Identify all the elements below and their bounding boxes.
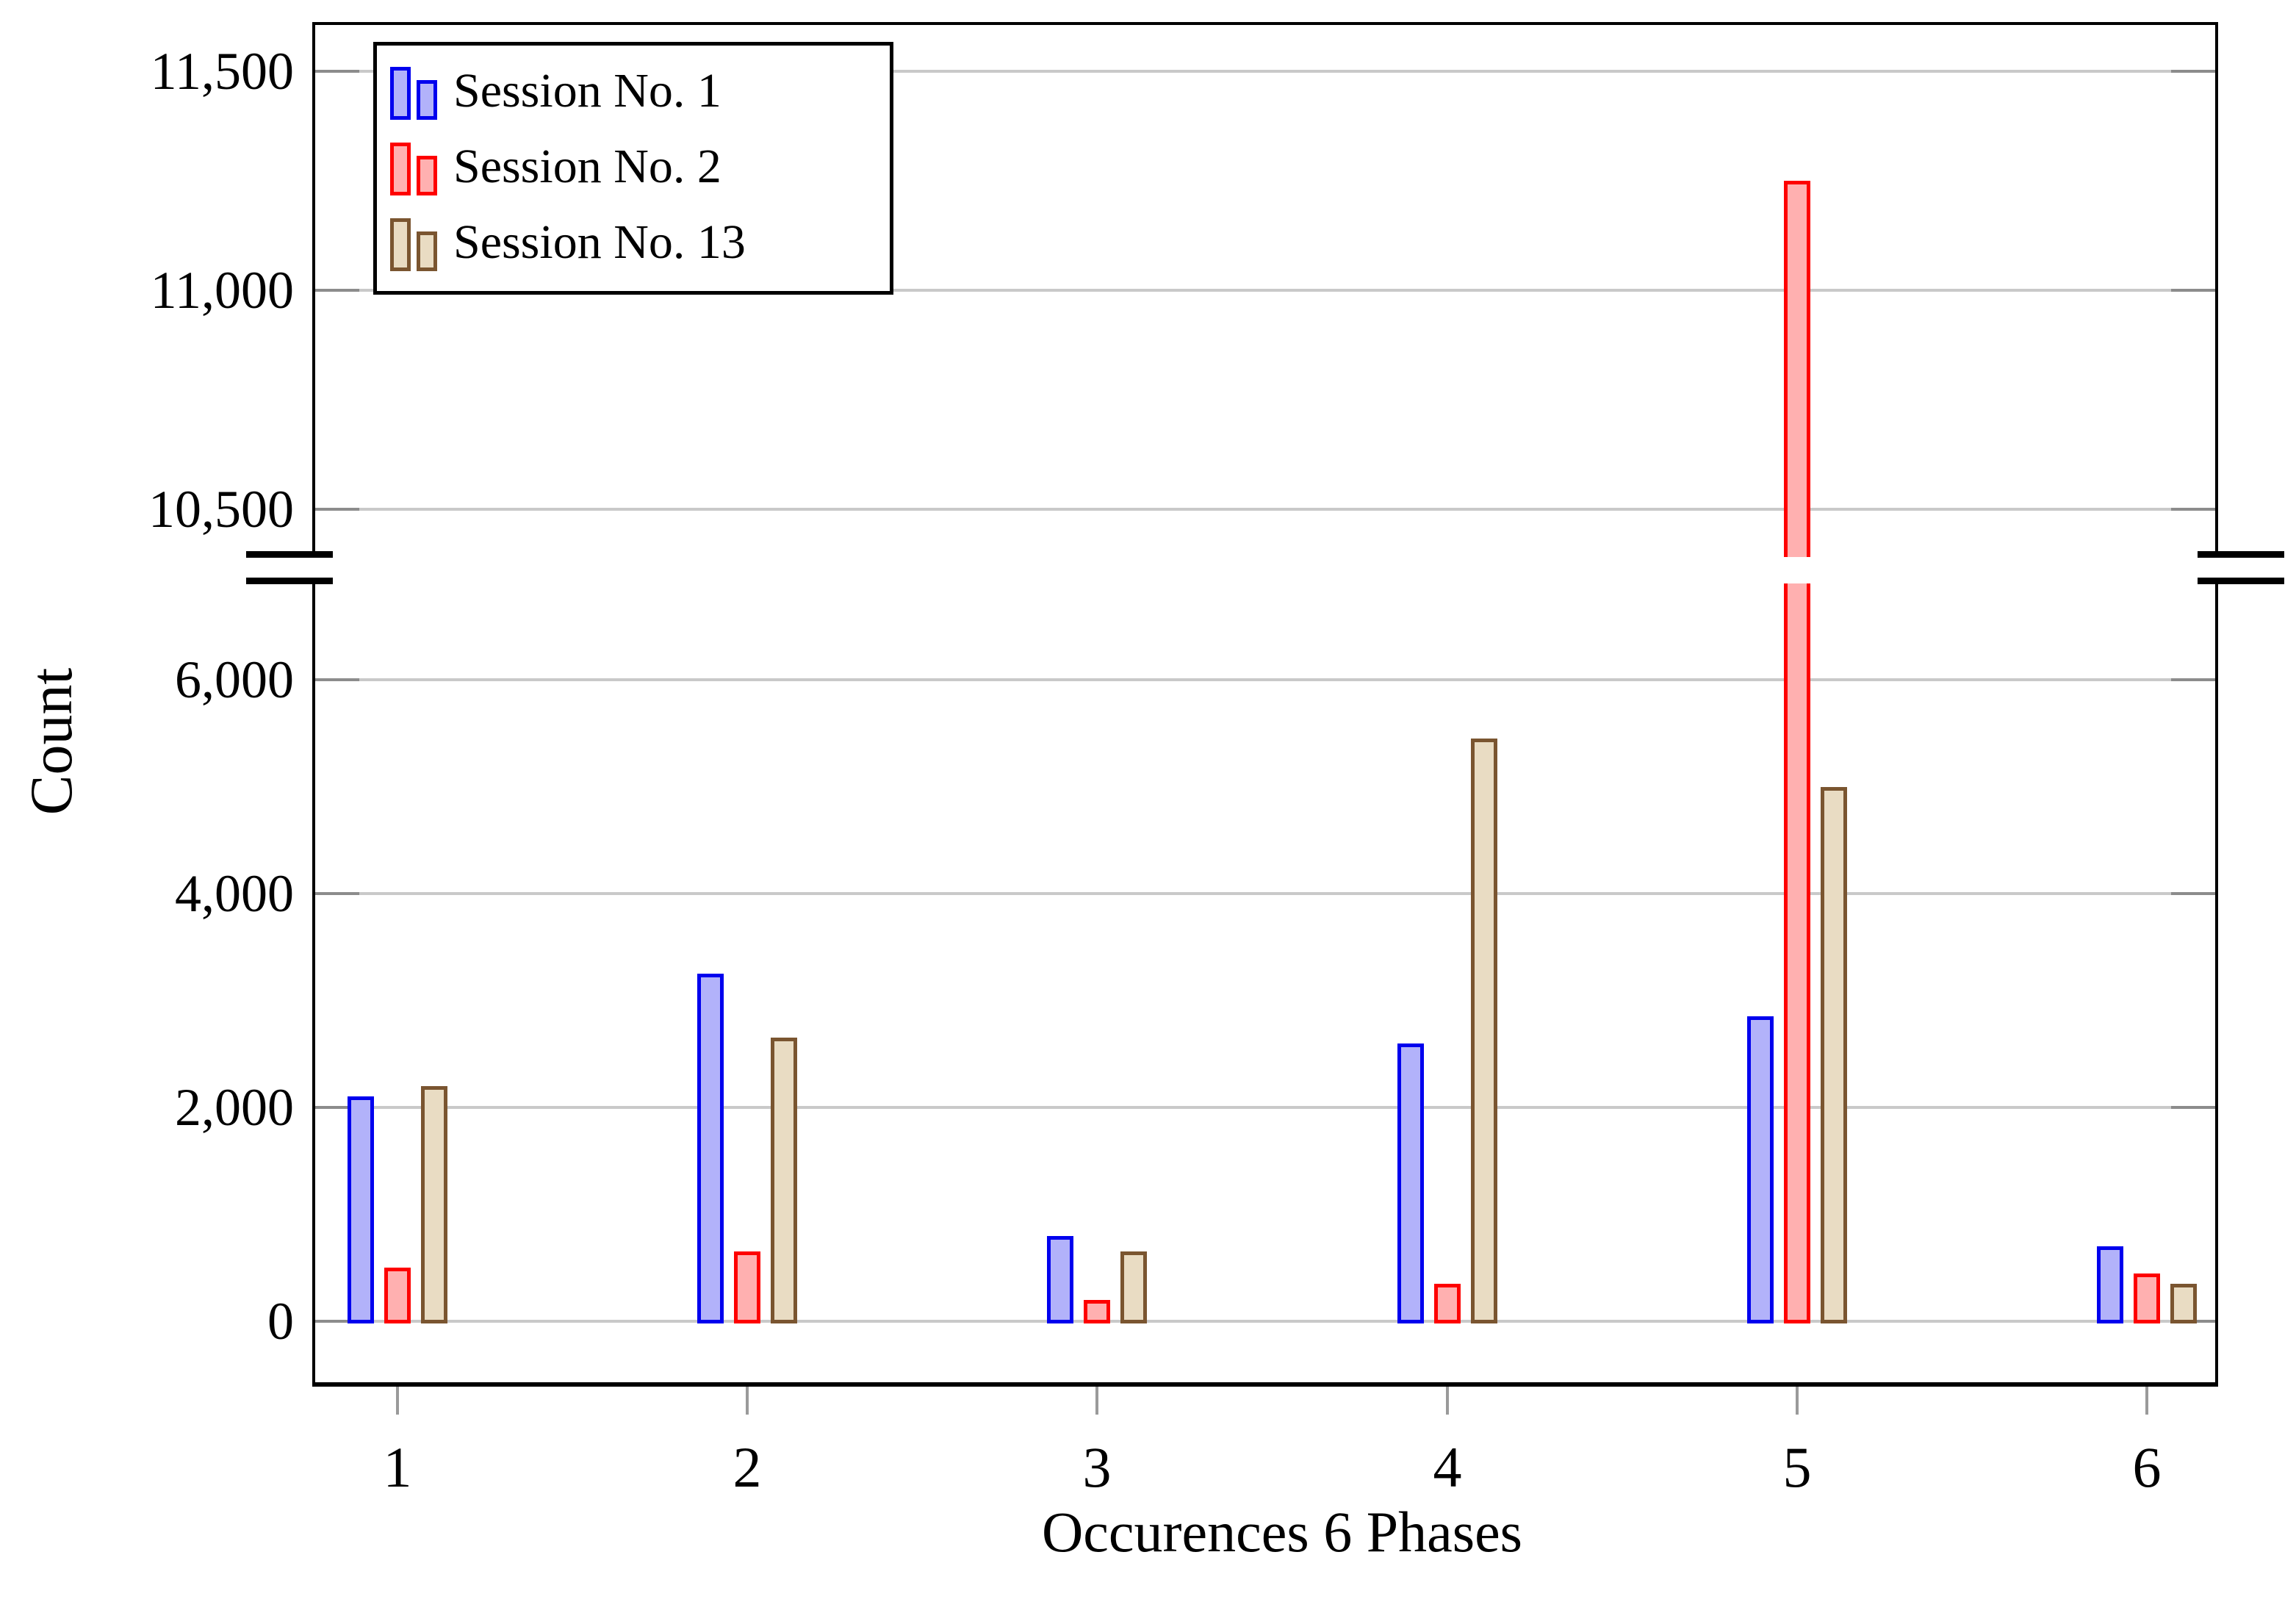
y-tick-label: 10,500 <box>148 480 294 539</box>
bar-session-no-13-cat-2 <box>771 1038 797 1323</box>
y-tick-stub-left <box>314 508 359 511</box>
x-tick-label: 2 <box>733 1435 762 1499</box>
legend: Session No. 1 Session No. 2 Session No. 13 <box>373 42 893 295</box>
bar-session-no-13-cat-1 <box>421 1085 447 1323</box>
bar-session-no-1-cat-6 <box>2097 1246 2123 1323</box>
axis-break-mark-left <box>246 578 333 584</box>
y-tick-stub-right <box>2171 70 2217 73</box>
y-gridline <box>314 289 2217 292</box>
x-tick-mark <box>1446 1384 1449 1415</box>
bar-session-no-2-cat-1 <box>384 1268 411 1323</box>
legend-entry: Session No. 13 <box>390 206 890 279</box>
y-gridline <box>314 1320 2217 1323</box>
x-tick-label: 5 <box>1782 1435 1812 1499</box>
x-tick-mark <box>1796 1384 1799 1415</box>
bar-session-no-1-cat-1 <box>348 1096 374 1323</box>
y-tick-stub-left <box>314 1320 359 1323</box>
plot-border-bottom <box>312 1382 2218 1387</box>
y-gridline <box>314 892 2217 895</box>
bar-session-no-2-cat-3 <box>1084 1299 1110 1323</box>
x-tick-mark <box>396 1384 399 1415</box>
legend-bar-swatch-icon <box>390 214 449 272</box>
legend-label: Session No. 13 <box>453 215 746 270</box>
legend-mini-bar <box>390 66 411 120</box>
bar-session-no-13-cat-4 <box>1471 739 1497 1323</box>
y-tick-label: 11,000 <box>150 261 294 320</box>
bar-session-no-2-cat-5-lower <box>1784 583 1810 1323</box>
y-tick-stub-right <box>2171 508 2217 511</box>
bar-session-no-13-cat-3 <box>1120 1251 1147 1323</box>
y-gridline <box>314 678 2217 681</box>
legend-label: Session No. 1 <box>453 63 721 118</box>
y-tick-label: 6,000 <box>175 650 294 709</box>
plot-border-top <box>312 22 2218 25</box>
y-tick-stub-right <box>2171 1106 2217 1109</box>
right-axis-line-lower <box>2215 584 2218 1385</box>
legend-entry: Session No. 2 <box>390 130 890 204</box>
y-tick-stub-right <box>2171 892 2217 895</box>
bar-session-no-13-cat-6 <box>2170 1284 2197 1323</box>
y-axis-title: Count <box>18 667 84 816</box>
legend-mini-bar <box>390 142 411 195</box>
legend-bar-swatch-icon <box>390 62 449 120</box>
bar-session-no-1-cat-4 <box>1397 1043 1424 1323</box>
bar-session-no-2-cat-2 <box>734 1251 760 1323</box>
legend-mini-bar <box>417 79 437 120</box>
y-tick-label: 4,000 <box>175 864 294 923</box>
y-axis-line-upper <box>312 22 315 551</box>
y-gridline <box>314 508 2217 511</box>
x-tick-mark <box>1095 1384 1098 1415</box>
legend-entry: Session No. 1 <box>390 54 890 128</box>
y-tick-stub-left <box>314 678 359 681</box>
x-tick-label: 1 <box>383 1435 412 1499</box>
y-tick-stub-right <box>2171 289 2217 292</box>
x-tick-label: 6 <box>2132 1435 2162 1499</box>
x-tick-mark <box>746 1384 749 1415</box>
bar-session-no-1-cat-3 <box>1047 1235 1073 1323</box>
legend-mini-bar <box>417 231 437 272</box>
bar-session-no-2-cat-6 <box>2134 1273 2160 1323</box>
y-tick-label: 11,500 <box>150 42 294 101</box>
legend-bar-swatch-icon <box>390 138 449 195</box>
x-axis-title: Occurences 6 Phases <box>1041 1500 1523 1564</box>
legend-mini-bar <box>417 155 437 195</box>
y-axis-line-lower <box>312 584 315 1385</box>
axis-break-mark-left <box>246 551 333 558</box>
axis-break-mark-right <box>2198 578 2284 584</box>
y-tick-label: 0 <box>267 1292 294 1351</box>
axis-break-mark-right <box>2198 551 2284 558</box>
y-tick-stub-left <box>314 892 359 895</box>
y-tick-stub-left <box>314 1106 359 1109</box>
legend-mini-bar <box>390 218 411 272</box>
bar-session-no-2-cat-4 <box>1434 1284 1461 1323</box>
y-tick-label: 2,000 <box>175 1078 294 1137</box>
bar-session-no-13-cat-5 <box>1821 786 1847 1323</box>
right-axis-line-upper <box>2215 22 2218 551</box>
y-gridline <box>314 70 2217 73</box>
x-tick-label: 4 <box>1433 1435 1462 1499</box>
y-tick-stub-left <box>314 289 359 292</box>
y-tick-stub-left <box>314 70 359 73</box>
legend-label: Session No. 2 <box>453 139 721 193</box>
y-tick-stub-right <box>2171 678 2217 681</box>
bar-session-no-1-cat-5 <box>1747 1016 1774 1323</box>
x-tick-label: 3 <box>1082 1435 1112 1499</box>
x-tick-mark <box>2145 1384 2148 1415</box>
y-gridline <box>314 1106 2217 1109</box>
bar-session-no-2-cat-5-upper <box>1784 181 1810 557</box>
bar-session-no-1-cat-2 <box>697 974 724 1323</box>
